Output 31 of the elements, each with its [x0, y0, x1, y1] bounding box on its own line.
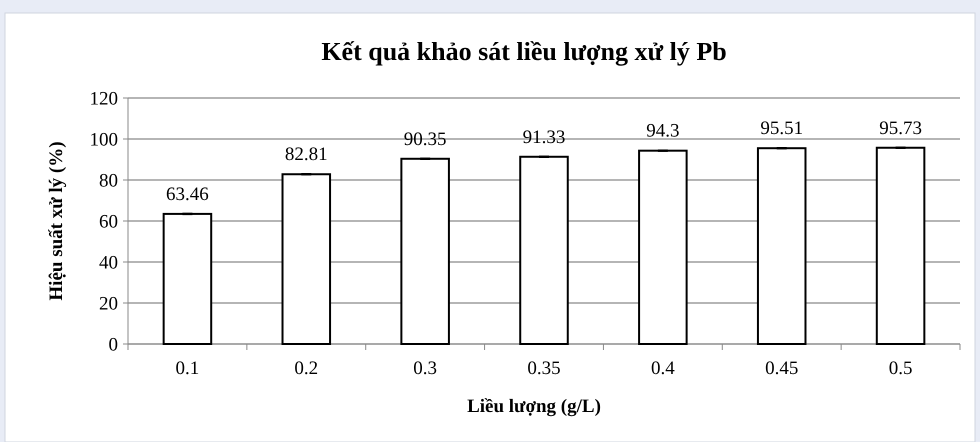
y-axis-title: Hiệu suất xử lý (%)	[46, 141, 67, 301]
y-tick-label: 80	[99, 170, 118, 192]
bar	[519, 156, 569, 345]
x-axis-title: Liều lượng (g/L)	[467, 396, 601, 417]
x-tick-label: 0.4	[650, 358, 676, 379]
x-tick-label: 0.3	[413, 358, 438, 379]
y-tick-label: 20	[99, 294, 118, 315]
y-tick-label: 100	[90, 130, 118, 151]
x-tick-label: 0.2	[294, 358, 318, 379]
y-tick-label: 120	[90, 88, 118, 110]
bar	[876, 146, 926, 345]
chart-title: Kết quả khảo sát liều lượng xử lý Pb	[321, 37, 727, 66]
data-label: 91.33	[522, 126, 566, 148]
x-tick-label: 0.1	[176, 358, 200, 379]
x-tick-label: 0.35	[527, 358, 561, 379]
data-label: 63.46	[166, 184, 209, 205]
x-tick-label: 0.5	[888, 358, 912, 379]
bar	[162, 212, 212, 345]
x-tick-label: 0.45	[765, 358, 798, 379]
data-label: 82.81	[284, 144, 328, 166]
bar	[282, 173, 332, 345]
data-label: 90.35	[404, 128, 447, 150]
data-label: 94.3	[646, 120, 680, 142]
bar	[638, 150, 688, 345]
data-label: 95.73	[879, 118, 922, 139]
y-tick-label: 0	[108, 334, 118, 356]
y-tick-label: 40	[99, 252, 118, 274]
bar	[400, 158, 450, 345]
y-tick-label: 60	[99, 212, 118, 233]
bar	[756, 147, 806, 345]
data-label: 95.51	[760, 118, 804, 140]
